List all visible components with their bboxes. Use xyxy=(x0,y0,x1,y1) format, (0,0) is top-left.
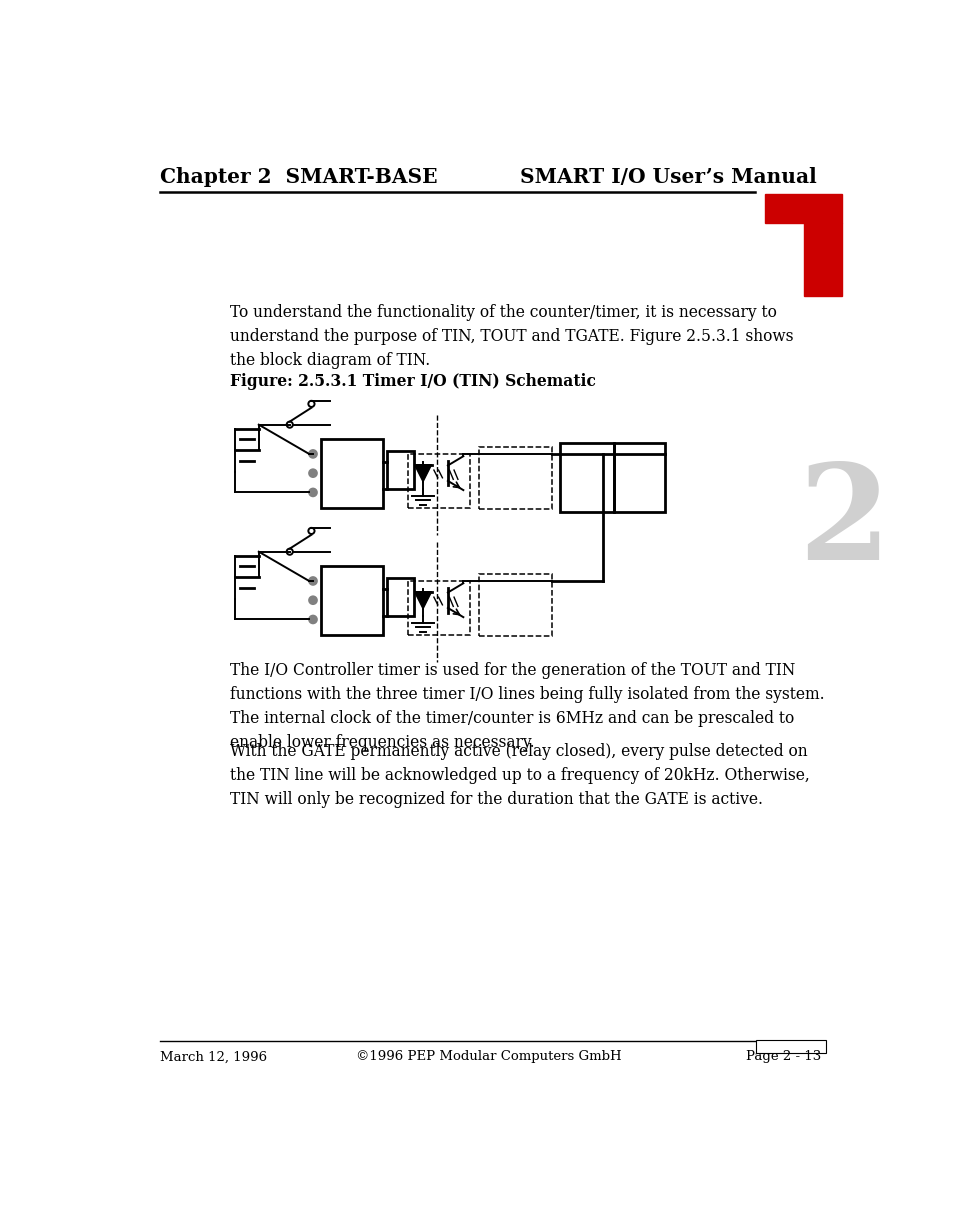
Text: Figure: 2.5.3.1 Timer I/O (TIN) Schematic: Figure: 2.5.3.1 Timer I/O (TIN) Schemati… xyxy=(230,373,596,390)
Text: SMART I/O User’s Manual: SMART I/O User’s Manual xyxy=(519,167,816,187)
Circle shape xyxy=(309,596,316,604)
Text: Chapter 2  SMART-BASE: Chapter 2 SMART-BASE xyxy=(159,167,436,187)
Bar xyxy=(756,1040,825,1053)
Text: The I/O Controller timer is used for the generation of the TOUT and TIN
function: The I/O Controller timer is used for the… xyxy=(230,662,823,751)
Text: With the GATE permanently active (relay closed), every pulse detected on
the TIN: With the GATE permanently active (relay … xyxy=(230,743,809,807)
Circle shape xyxy=(309,469,316,477)
Circle shape xyxy=(309,578,316,585)
Bar xyxy=(320,565,382,635)
Circle shape xyxy=(309,489,316,496)
Bar xyxy=(386,451,414,489)
Text: ©1996 PEP Modular Computers GmbH: ©1996 PEP Modular Computers GmbH xyxy=(355,1051,621,1063)
Text: March 12, 1996: March 12, 1996 xyxy=(159,1051,267,1063)
Bar xyxy=(408,454,469,508)
Bar xyxy=(478,447,552,508)
Bar xyxy=(386,578,414,617)
Text: 2: 2 xyxy=(797,458,889,587)
Bar xyxy=(559,443,614,512)
Polygon shape xyxy=(415,465,431,482)
Circle shape xyxy=(309,615,316,624)
Bar xyxy=(764,193,841,223)
Bar xyxy=(320,439,382,508)
Bar xyxy=(802,223,841,295)
Circle shape xyxy=(309,450,316,457)
Text: To understand the functionality of the counter/timer, it is necessary to
underst: To understand the functionality of the c… xyxy=(230,304,793,370)
Polygon shape xyxy=(415,592,431,609)
Text: Page 2 - 13: Page 2 - 13 xyxy=(745,1051,821,1063)
Bar xyxy=(614,443,664,512)
Bar xyxy=(478,574,552,636)
Bar xyxy=(408,581,469,635)
